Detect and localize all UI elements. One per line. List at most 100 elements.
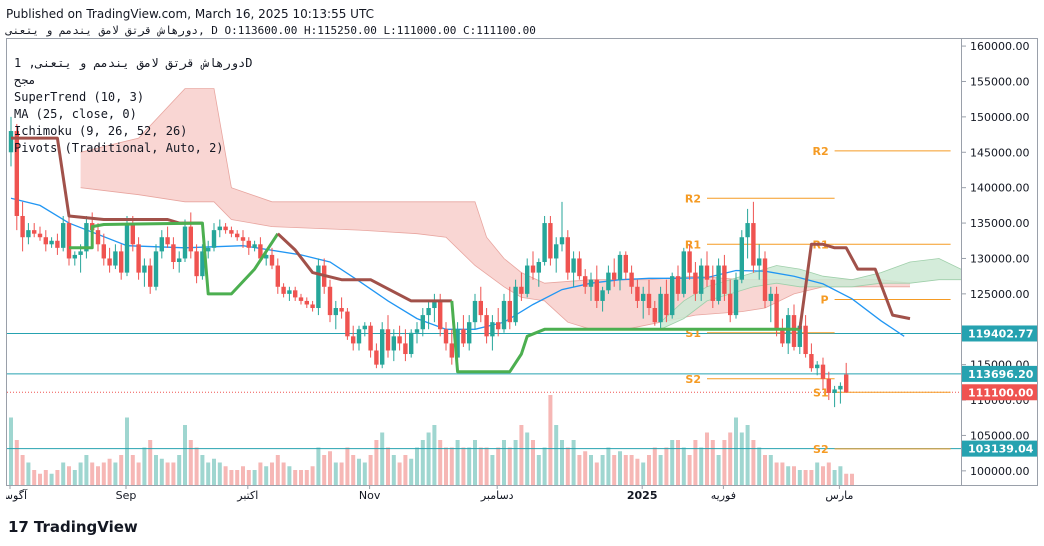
legend-pivots[interactable]: Pivots (Traditional, Auto, 2) xyxy=(14,141,224,155)
tradingview-logo-text: TradingView xyxy=(33,518,138,536)
candle-body xyxy=(333,308,338,316)
candle-body xyxy=(490,322,495,337)
candle-body xyxy=(467,322,472,344)
candle-body xyxy=(26,230,31,238)
time-axis[interactable]: آگوست Sep اكتبر Nov دسامبر 2025 فوريه مارس xyxy=(0,486,962,508)
candle xyxy=(380,322,385,369)
chart-pane[interactable]: R2 R1 S1 S2 R2 R1 P S1 S2 xyxy=(6,38,969,486)
candle xyxy=(670,272,675,319)
volume-bar xyxy=(55,470,60,485)
ichimoku-cloud-bullish-span-b xyxy=(660,279,968,330)
volume-bar xyxy=(536,455,541,485)
price-axis[interactable]: 100000.00105000.00110000.00115000.001200… xyxy=(962,38,1038,486)
candle xyxy=(757,244,762,280)
volume-bar xyxy=(635,458,640,485)
volume-bar xyxy=(188,440,193,485)
candle-body xyxy=(472,300,478,323)
volume-bar xyxy=(20,455,25,485)
candle xyxy=(478,286,483,323)
candle xyxy=(351,325,356,351)
volume-bar xyxy=(397,462,402,485)
candle-body xyxy=(165,237,170,245)
volume-bar xyxy=(780,462,785,485)
candle-body xyxy=(710,279,715,301)
volume-bar xyxy=(264,466,269,485)
volume-bar xyxy=(681,447,686,485)
candle xyxy=(101,233,106,266)
candle-body xyxy=(223,226,228,231)
candle-body xyxy=(426,308,431,316)
volume-bar xyxy=(154,455,158,485)
candle-body xyxy=(368,325,373,351)
volume-bar xyxy=(623,455,628,485)
candle xyxy=(113,244,118,270)
candle xyxy=(119,244,124,280)
price-tick-label: 135000.00 xyxy=(970,217,1030,230)
candle-body xyxy=(565,237,570,273)
candle xyxy=(693,262,698,301)
candle-body xyxy=(513,286,518,323)
candle-body xyxy=(809,354,814,369)
candle xyxy=(188,212,193,259)
volume-bar xyxy=(72,470,77,485)
volume-bar xyxy=(415,447,419,485)
volume-bar xyxy=(768,455,773,485)
volume-bar xyxy=(316,447,321,485)
price-level-tag: 103139.04 xyxy=(968,443,1034,456)
candle xyxy=(641,286,646,319)
time-axis-labels: آگوست Sep اكتبر Nov دسامبر 2025 فوريه مارس xyxy=(0,486,853,502)
last-price-tag-bg xyxy=(962,384,1037,401)
candle-body xyxy=(32,230,37,234)
volume-bar xyxy=(815,462,820,485)
candle-body xyxy=(629,272,634,287)
candle-body xyxy=(577,258,582,277)
volume-bar xyxy=(119,455,124,485)
candle-body xyxy=(757,258,762,266)
volume-bar xyxy=(838,466,843,485)
candle xyxy=(716,258,721,305)
candle-body xyxy=(455,329,460,358)
candle xyxy=(803,315,808,358)
candle-body xyxy=(246,240,251,248)
volume-bar xyxy=(32,470,37,485)
tradingview-logo-icon: 17 xyxy=(8,518,29,536)
candle-body xyxy=(693,272,698,294)
candle-body xyxy=(374,350,379,365)
time-tick-label: 2025 xyxy=(627,489,658,502)
volume-bar xyxy=(571,440,576,485)
price-level-tag-bg xyxy=(962,325,1037,342)
tradingview-logo[interactable]: 17 TradingView xyxy=(8,518,138,536)
volume-bar xyxy=(43,470,48,485)
price-tick-label: 130000.00 xyxy=(970,252,1030,265)
legend-ichimoku[interactable]: Ichimoku (9, 26, 52, 26) xyxy=(14,124,188,138)
candle xyxy=(177,251,182,273)
candle-body xyxy=(264,254,269,259)
volume-bar xyxy=(444,447,448,485)
legend-supertrend[interactable]: SuperTrend (10, 3) xyxy=(14,90,145,104)
volume-bar xyxy=(629,455,634,485)
candle-body xyxy=(675,276,681,294)
candle xyxy=(55,233,60,255)
volume-bar xyxy=(502,440,506,485)
time-tick-label: آگوست xyxy=(6,488,28,502)
candle xyxy=(623,251,628,280)
volume-bar xyxy=(9,417,13,485)
candle-body xyxy=(275,265,280,287)
candle-body xyxy=(594,279,599,301)
candle-body xyxy=(716,265,721,301)
candle-body xyxy=(803,325,808,355)
pivot-level-previous-label: R1 xyxy=(685,238,701,251)
candle-body xyxy=(588,279,594,287)
volume-bar xyxy=(391,455,396,485)
legend-symbol: دورهاش قرتق لامق يندمم و يتعنى, 1D xyxy=(14,56,253,70)
candle xyxy=(432,293,437,323)
volume-bar xyxy=(739,432,744,485)
candle xyxy=(275,258,280,294)
candle-body xyxy=(600,290,605,301)
candle-body xyxy=(397,336,402,344)
volume-bar xyxy=(664,447,669,485)
candle xyxy=(490,315,495,351)
legend-ma[interactable]: MA (25, close, 0) xyxy=(14,107,137,121)
candle-body xyxy=(780,329,785,344)
